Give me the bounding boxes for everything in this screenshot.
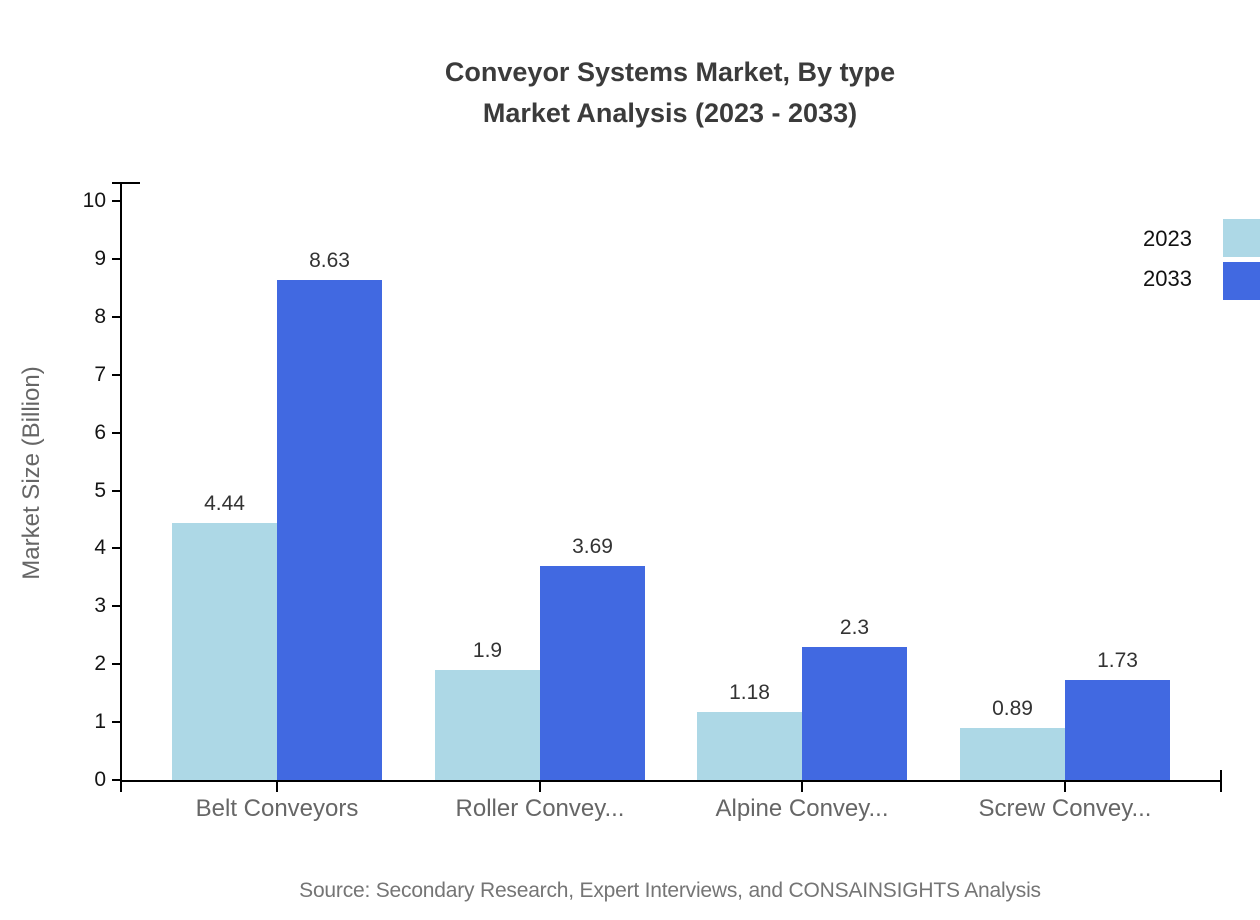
y-axis-tick-label: 4 <box>94 536 106 560</box>
y-axis-tick-label: 8 <box>94 304 106 328</box>
bar-value-label: 1.18 <box>729 680 770 704</box>
bar-2033-belt-conveyors[interactable] <box>277 280 382 780</box>
y-axis-tick <box>112 257 121 260</box>
bar-2023-screw-convey[interactable] <box>960 728 1065 780</box>
y-axis-tick <box>112 200 121 202</box>
x-axis-tick <box>801 781 803 792</box>
bar-2033-roller-convey[interactable] <box>540 566 645 780</box>
bar-value-label: 2.3 <box>839 615 870 639</box>
chart-title-line-1: Conveyor Systems Market, By type <box>444 57 896 87</box>
y-axis-tick-label: 3 <box>94 594 106 618</box>
y-axis-tick <box>112 489 121 492</box>
y-axis-tick-label: 7 <box>94 362 106 386</box>
x-axis-category-label: Alpine Convey... <box>715 795 889 822</box>
x-axis-tick <box>276 781 278 792</box>
legend-label: 2033 <box>1143 266 1192 291</box>
x-axis-category-label: Screw Convey... <box>978 795 1152 822</box>
bar-value-label: 8.63 <box>309 249 350 273</box>
x-axis-tick <box>1064 781 1066 792</box>
y-axis-tick <box>112 663 121 666</box>
y-axis-tick <box>112 605 121 608</box>
chart-title: Conveyor Systems Market, By type Market … <box>140 52 1200 134</box>
bar-value-label: 4.44 <box>204 491 245 515</box>
y-axis-tick-label: 6 <box>94 420 106 444</box>
legend-swatch <box>1223 219 1260 257</box>
chart-title-line-2: Market Analysis (2023 - 2033) <box>482 98 858 128</box>
x-axis-line <box>120 780 1222 782</box>
legend-swatch <box>1223 262 1260 300</box>
x-axis-category-label: Belt Conveyors <box>195 795 359 822</box>
x-axis-category-label: Roller Convey... <box>455 795 625 822</box>
y-axis-tick-label: 1 <box>94 710 106 734</box>
y-axis-tick <box>112 721 121 724</box>
bar-value-label: 1.73 <box>1097 648 1138 672</box>
bar-value-label: 3.69 <box>572 535 613 559</box>
y-axis-line <box>120 182 122 792</box>
bar-value-label: 0.89 <box>992 697 1033 721</box>
y-axis-tick-label: 10 <box>82 189 106 212</box>
y-axis-tick-label: 5 <box>94 478 106 502</box>
y-axis-tick <box>112 547 121 550</box>
bar-2033-alpine-convey[interactable] <box>802 646 907 780</box>
x-axis-right-cap <box>1220 770 1222 792</box>
source-attribution: Source: Secondary Research, Expert Inter… <box>299 879 1041 902</box>
bar-2023-belt-conveyors[interactable] <box>172 522 277 780</box>
y-axis-tick-label: 2 <box>94 652 106 676</box>
y-axis-tick <box>112 779 121 781</box>
y-axis-tick-label: 9 <box>94 246 106 270</box>
bar-value-label: 1.9 <box>472 638 503 662</box>
y-axis-tick <box>112 315 121 318</box>
bar-2023-roller-convey[interactable] <box>435 669 540 780</box>
y-axis-tick-label: 0 <box>94 768 106 791</box>
x-axis-tick <box>539 781 541 792</box>
y-axis-tick <box>112 431 121 434</box>
bar-2023-alpine-convey[interactable] <box>697 711 802 780</box>
bar-2033-screw-convey[interactable] <box>1065 679 1170 780</box>
y-axis-tick <box>112 373 121 376</box>
legend-label: 2023 <box>1143 226 1192 251</box>
y-axis-top-cap <box>112 182 140 184</box>
